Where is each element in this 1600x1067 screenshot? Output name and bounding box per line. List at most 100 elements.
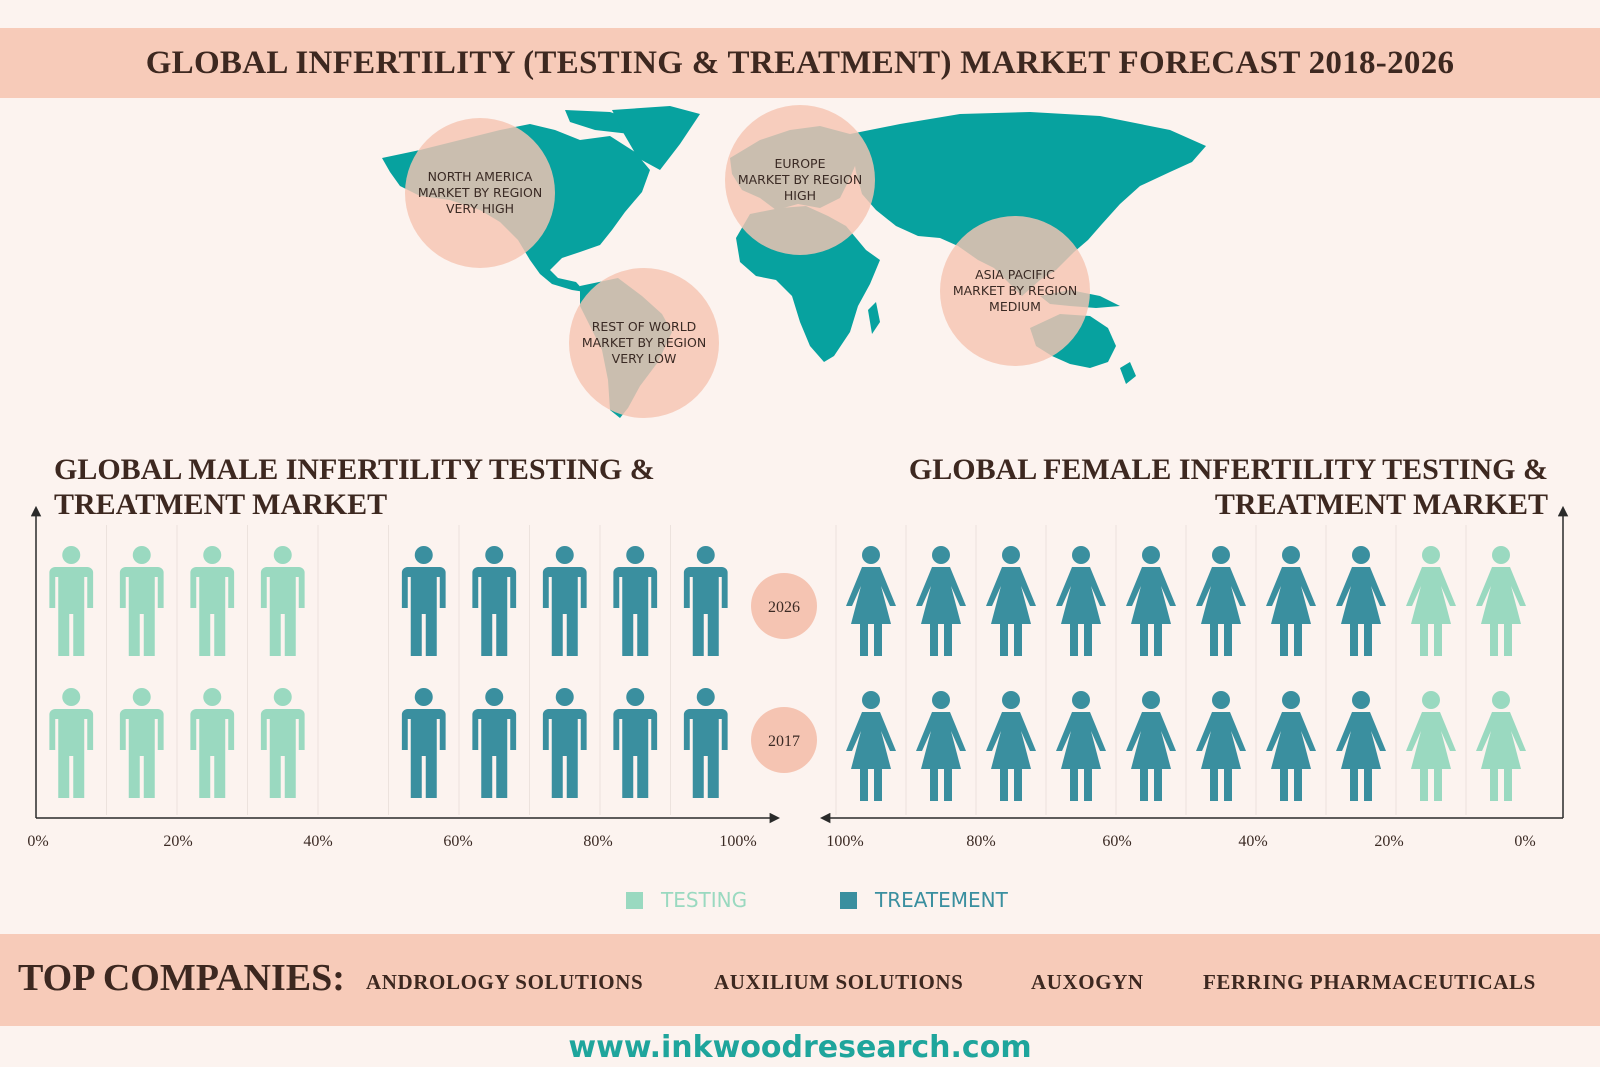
treatment-swatch — [840, 891, 857, 909]
male-icon-2026 — [119, 546, 164, 656]
legend: TESTING TREATEMENT — [0, 888, 1600, 914]
male-x-tick: 40% — [303, 833, 332, 850]
female-icon-2026 — [1476, 546, 1526, 656]
person-icon — [49, 688, 94, 798]
female-icon-2017 — [1266, 691, 1316, 801]
person-icon-testing-part — [331, 546, 354, 656]
person-icon — [613, 688, 658, 798]
female-chart-title: GLOBAL FEMALE INFERTILITY TESTING & TREA… — [909, 452, 1548, 522]
female-chart-grid — [835, 525, 1467, 815]
male-x-tick: 60% — [443, 833, 472, 850]
male-icon-2026 — [401, 546, 446, 656]
title-band: GLOBAL INFERTILITY (TESTING & TREATMENT)… — [0, 28, 1600, 98]
person-icon — [1126, 546, 1176, 656]
legend-item-treatment: TREATEMENT — [840, 888, 1008, 912]
male-x-tick: 80% — [583, 833, 612, 850]
male-icon-2017 — [190, 688, 235, 798]
region-bubble-north-america: NORTH AMERICA MARKET BY REGION VERY HIGH — [405, 118, 555, 268]
female-icon-2026 — [1266, 546, 1316, 656]
region-name: REST OF WORLD — [591, 319, 697, 334]
region-bubble-asia-pacific: ASIA PACIFIC MARKET BY REGION MEDIUM — [940, 216, 1090, 366]
female-icon-2017 — [1126, 691, 1176, 801]
person-icon — [1406, 691, 1456, 801]
person-icon — [1266, 546, 1316, 656]
person-icon — [401, 688, 446, 798]
person-icon — [613, 546, 658, 656]
person-icon — [1056, 546, 1106, 656]
year-labels: 2026 2017 — [751, 573, 817, 773]
person-icon — [260, 546, 305, 656]
legend-item-testing: TESTING — [626, 888, 747, 912]
male-icon-2017 — [331, 688, 376, 798]
region-level: VERY LOW — [611, 351, 677, 366]
person-icon — [119, 688, 164, 798]
male-icon-2026 — [190, 546, 235, 656]
website-url: www.inkwoodresearch.com — [568, 1030, 1032, 1065]
region-level: HIGH — [783, 188, 817, 203]
male-icon-2017 — [542, 688, 587, 798]
female-x-tick: 40% — [1238, 833, 1267, 850]
female-title-line1: GLOBAL FEMALE INFERTILITY TESTING & — [908, 453, 1548, 486]
male-icon-2017 — [613, 688, 658, 798]
region-bubble-europe: EUROPE MARKET BY REGION HIGH — [725, 105, 875, 255]
person-icon — [472, 688, 517, 798]
region-caption: MARKET BY REGION — [417, 185, 543, 200]
male-title-line1: GLOBAL MALE INFERTILITY TESTING & — [54, 453, 655, 486]
female-icon-2026 — [1336, 546, 1386, 656]
region-level: VERY HIGH — [445, 201, 515, 216]
person-icon — [401, 546, 446, 656]
male-icon-2017 — [472, 688, 517, 798]
male-icon-2026 — [683, 546, 728, 656]
region-caption: MARKET BY REGION — [581, 335, 707, 350]
male-icon-2026 — [49, 546, 94, 656]
region-bubble-rest-of-world: REST OF WORLD MARKET BY REGION VERY LOW — [569, 268, 719, 418]
female-icon-2017 — [916, 691, 966, 801]
chart-axes — [30, 505, 1569, 824]
person-icon — [260, 688, 305, 798]
year-circle — [751, 707, 817, 773]
male-icon-2026 — [260, 546, 305, 656]
region-caption: MARKET BY REGION — [737, 172, 863, 187]
person-icon — [542, 688, 587, 798]
person-icon — [190, 688, 235, 798]
companies-band: TOP COMPANIES: ANDROLOGY SOLUTIONS AUXIL… — [0, 934, 1600, 1026]
person-icon — [1196, 691, 1246, 801]
axis-ticks: 0% 20% 40% 60% 80% 100% 100% 80% 60% 40% 20% 0% — [27, 833, 1535, 850]
person-icon — [472, 546, 517, 656]
person-icon — [916, 691, 966, 801]
person-icon — [1336, 546, 1386, 656]
person-icon-treatment-part — [353, 546, 376, 656]
region-level: MEDIUM — [989, 299, 1041, 314]
female-x-tick: 0% — [1514, 833, 1535, 850]
female-icon-2026 — [1406, 546, 1456, 656]
person-icon-treatment-part — [353, 688, 376, 798]
person-icon — [1476, 691, 1526, 801]
person-icon — [1126, 691, 1176, 801]
male-icon-2017 — [401, 688, 446, 798]
person-icon — [916, 546, 966, 656]
person-icon — [846, 691, 896, 801]
person-icon — [683, 546, 728, 656]
person-icon — [846, 546, 896, 656]
male-icon-2026 — [472, 546, 517, 656]
page-title: GLOBAL INFERTILITY (TESTING & TREATMENT)… — [145, 44, 1455, 81]
female-icon-2017 — [1056, 691, 1106, 801]
testing-swatch — [626, 891, 643, 909]
male-icon-2017 — [119, 688, 164, 798]
male-icon-2017 — [260, 688, 305, 798]
person-icon — [1266, 691, 1316, 801]
female-x-tick: 100% — [826, 833, 863, 850]
year-circle — [751, 573, 817, 639]
company-name: AUXOGYN — [1031, 970, 1144, 994]
person-icon — [542, 546, 587, 656]
person-icon — [986, 691, 1036, 801]
male-x-tick: 100% — [719, 833, 756, 850]
year-label: 2017 — [768, 733, 800, 750]
person-icon — [986, 546, 1036, 656]
person-icon — [49, 546, 94, 656]
world-map: NORTH AMERICA MARKET BY REGION VERY HIGH E… — [380, 100, 1240, 430]
male-x-tick: 0% — [27, 833, 48, 850]
male-icon-2017 — [683, 688, 728, 798]
year-label: 2026 — [768, 599, 800, 616]
